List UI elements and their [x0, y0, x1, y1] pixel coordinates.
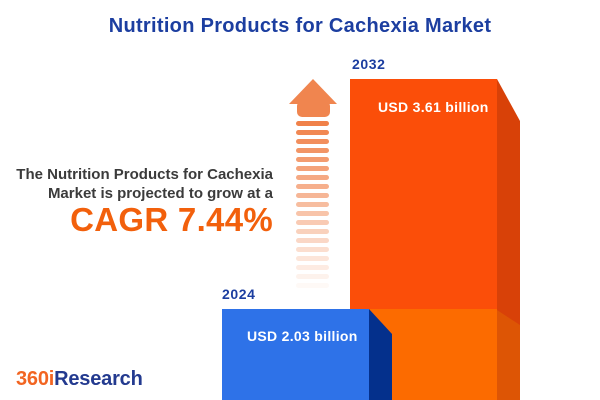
- bar-2032-side-face-lower: [497, 310, 520, 400]
- arrow-stripe: [296, 220, 329, 225]
- arrow-stripe: [296, 256, 329, 261]
- arrow-stripe: [296, 211, 329, 216]
- arrow-stripe: [296, 148, 329, 153]
- up-arrow-icon: [289, 79, 337, 104]
- arrow-stripe: [296, 283, 329, 288]
- bar-2024: [222, 309, 369, 400]
- arrow-stripe: [296, 238, 329, 243]
- arrow-stripe: [296, 202, 329, 207]
- bar-2032-year-label: 2032: [352, 56, 386, 72]
- arrow-stripe: [296, 184, 329, 189]
- arrow-stripe: [296, 265, 329, 270]
- bar-2024-year-label: 2024: [222, 286, 256, 302]
- logo-part-research: Research: [54, 368, 143, 390]
- arrow-stripe: [296, 121, 329, 126]
- bar-2032-value-label: USD 3.61 billion: [378, 99, 489, 115]
- description-line-2: Market is projected to grow at a: [47, 185, 273, 202]
- arrow-stripe: [296, 157, 329, 162]
- bar-2024-side-face: [369, 309, 392, 400]
- cagr-value: CAGR 7.44%: [70, 201, 273, 238]
- arrow-stripe: [296, 229, 329, 234]
- description-text: The Nutrition Products for Cachexia Mark…: [0, 165, 273, 203]
- growth-arrow-stripes: [296, 121, 329, 292]
- arrow-stripe: [296, 130, 329, 135]
- logo-360iresearch: 360iResearch: [16, 368, 143, 391]
- logo-part-360i: 360i: [16, 368, 55, 390]
- arrow-stripe: [296, 139, 329, 144]
- arrow-stripe: [296, 274, 329, 279]
- arrow-stripe: [296, 247, 329, 252]
- description-line-1: The Nutrition Products for Cachexia: [16, 166, 273, 183]
- arrow-stripe: [296, 175, 329, 180]
- up-arrow-neck: [297, 102, 330, 117]
- bar-2032-side-face: [497, 79, 520, 400]
- arrow-stripe: [296, 166, 329, 171]
- bar-2024-value-label: USD 2.03 billion: [247, 328, 358, 344]
- page-title: Nutrition Products for Cachexia Market: [108, 15, 492, 37]
- arrow-stripe: [296, 193, 329, 198]
